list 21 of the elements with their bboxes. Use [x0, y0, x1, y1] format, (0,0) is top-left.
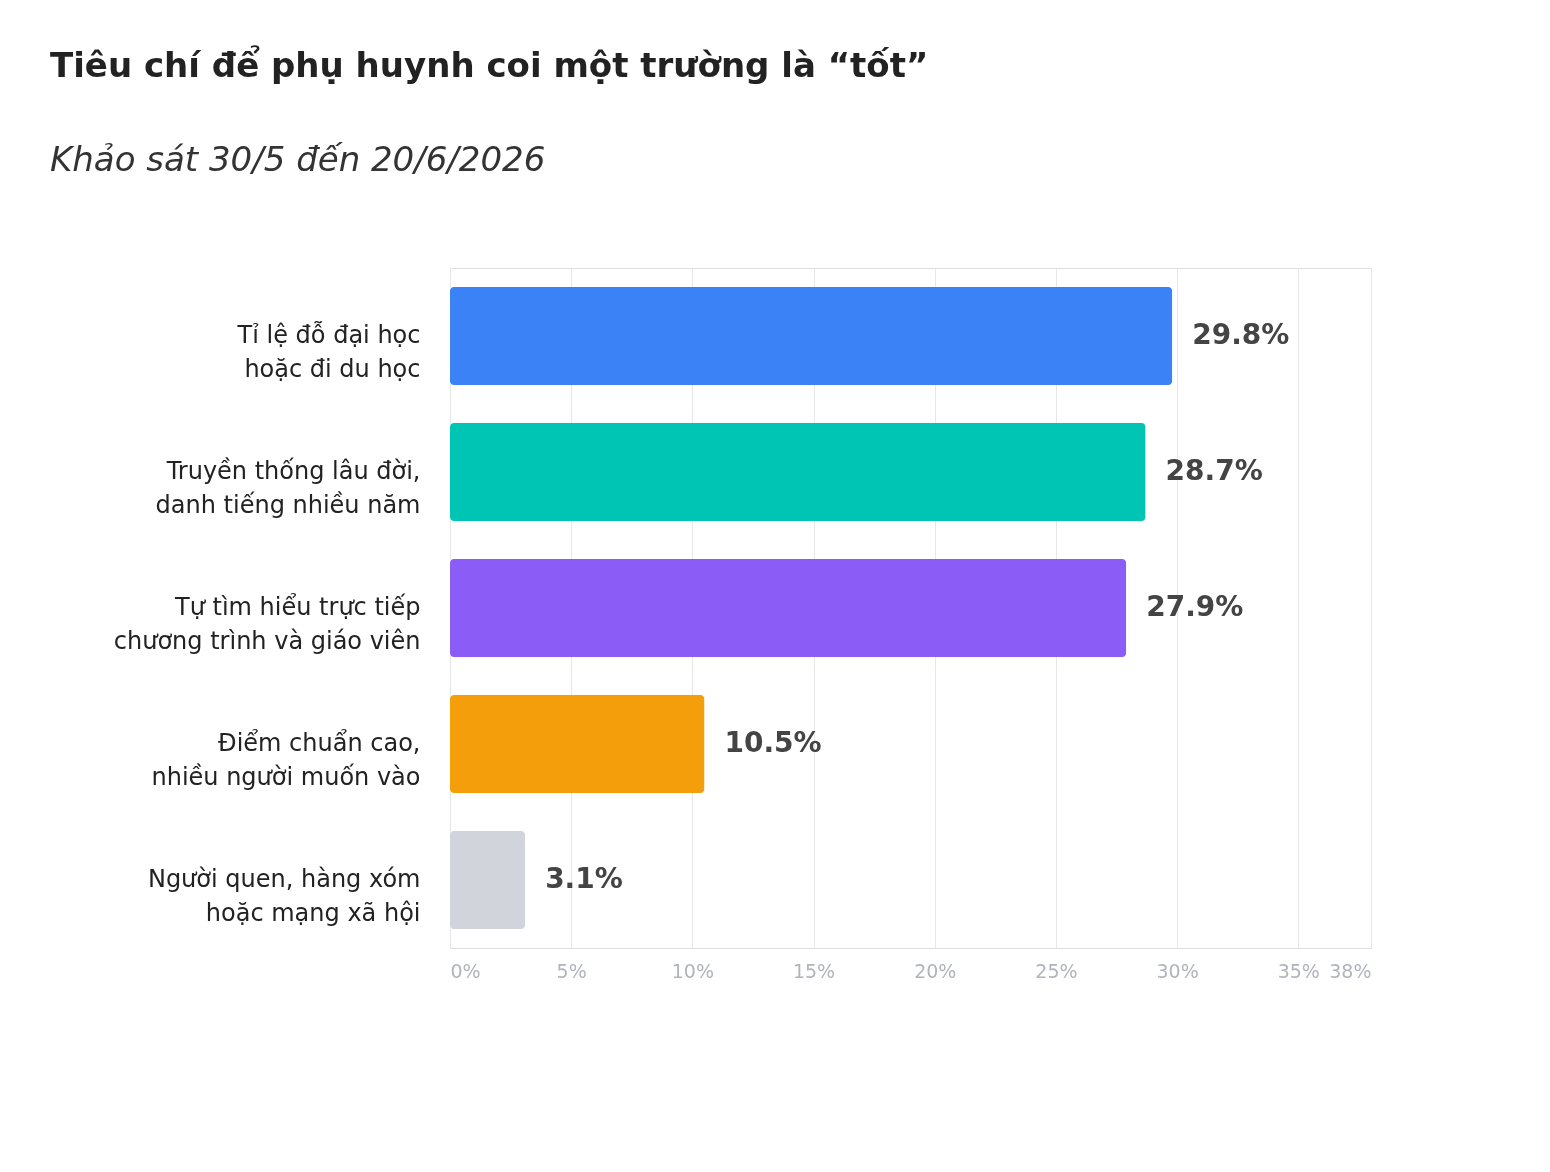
- data-label: 10.5%: [724, 726, 822, 759]
- data-label: 3.1%: [545, 862, 623, 895]
- x-tick-label: 0%: [450, 959, 481, 982]
- x-tick-label: 20%: [914, 959, 957, 982]
- y-tick-label: Tự tìm hiểu trực tiếp chương trình và giáo viên: [113, 593, 421, 655]
- y-tick-label: Người quen, hàng xóm hoặc mạng xã hội: [147, 865, 421, 927]
- data-label: 27.9%: [1146, 590, 1244, 623]
- chart-title: Tiêu chí để phụ huynh coi một trường là “tốt”: [50, 45, 929, 85]
- y-tick-label: Truyền thống lâu đời, danh tiếng nhiều năm: [155, 457, 421, 519]
- data-label: 29.8%: [1192, 318, 1290, 351]
- x-tick-label: 38%: [1329, 959, 1372, 982]
- x-tick-label: 35%: [1277, 959, 1320, 982]
- x-tick-label: 25%: [1035, 959, 1078, 982]
- x-tick-label: 10%: [671, 959, 714, 982]
- x-tick-label: 15%: [792, 959, 836, 982]
- y-tick-label: Tỉ lệ đỗ đại học hoặc đi du học: [236, 320, 421, 383]
- data-label: 28.7%: [1165, 454, 1263, 487]
- x-tick-label: 5%: [556, 959, 587, 982]
- y-tick-label: Điểm chuẩn cao, nhiều người muốn vào: [151, 729, 421, 791]
- x-tick-label: 30%: [1156, 959, 1199, 982]
- chart-subtitle: Khảo sát 30/5 đến 20/6/2026: [50, 139, 546, 179]
